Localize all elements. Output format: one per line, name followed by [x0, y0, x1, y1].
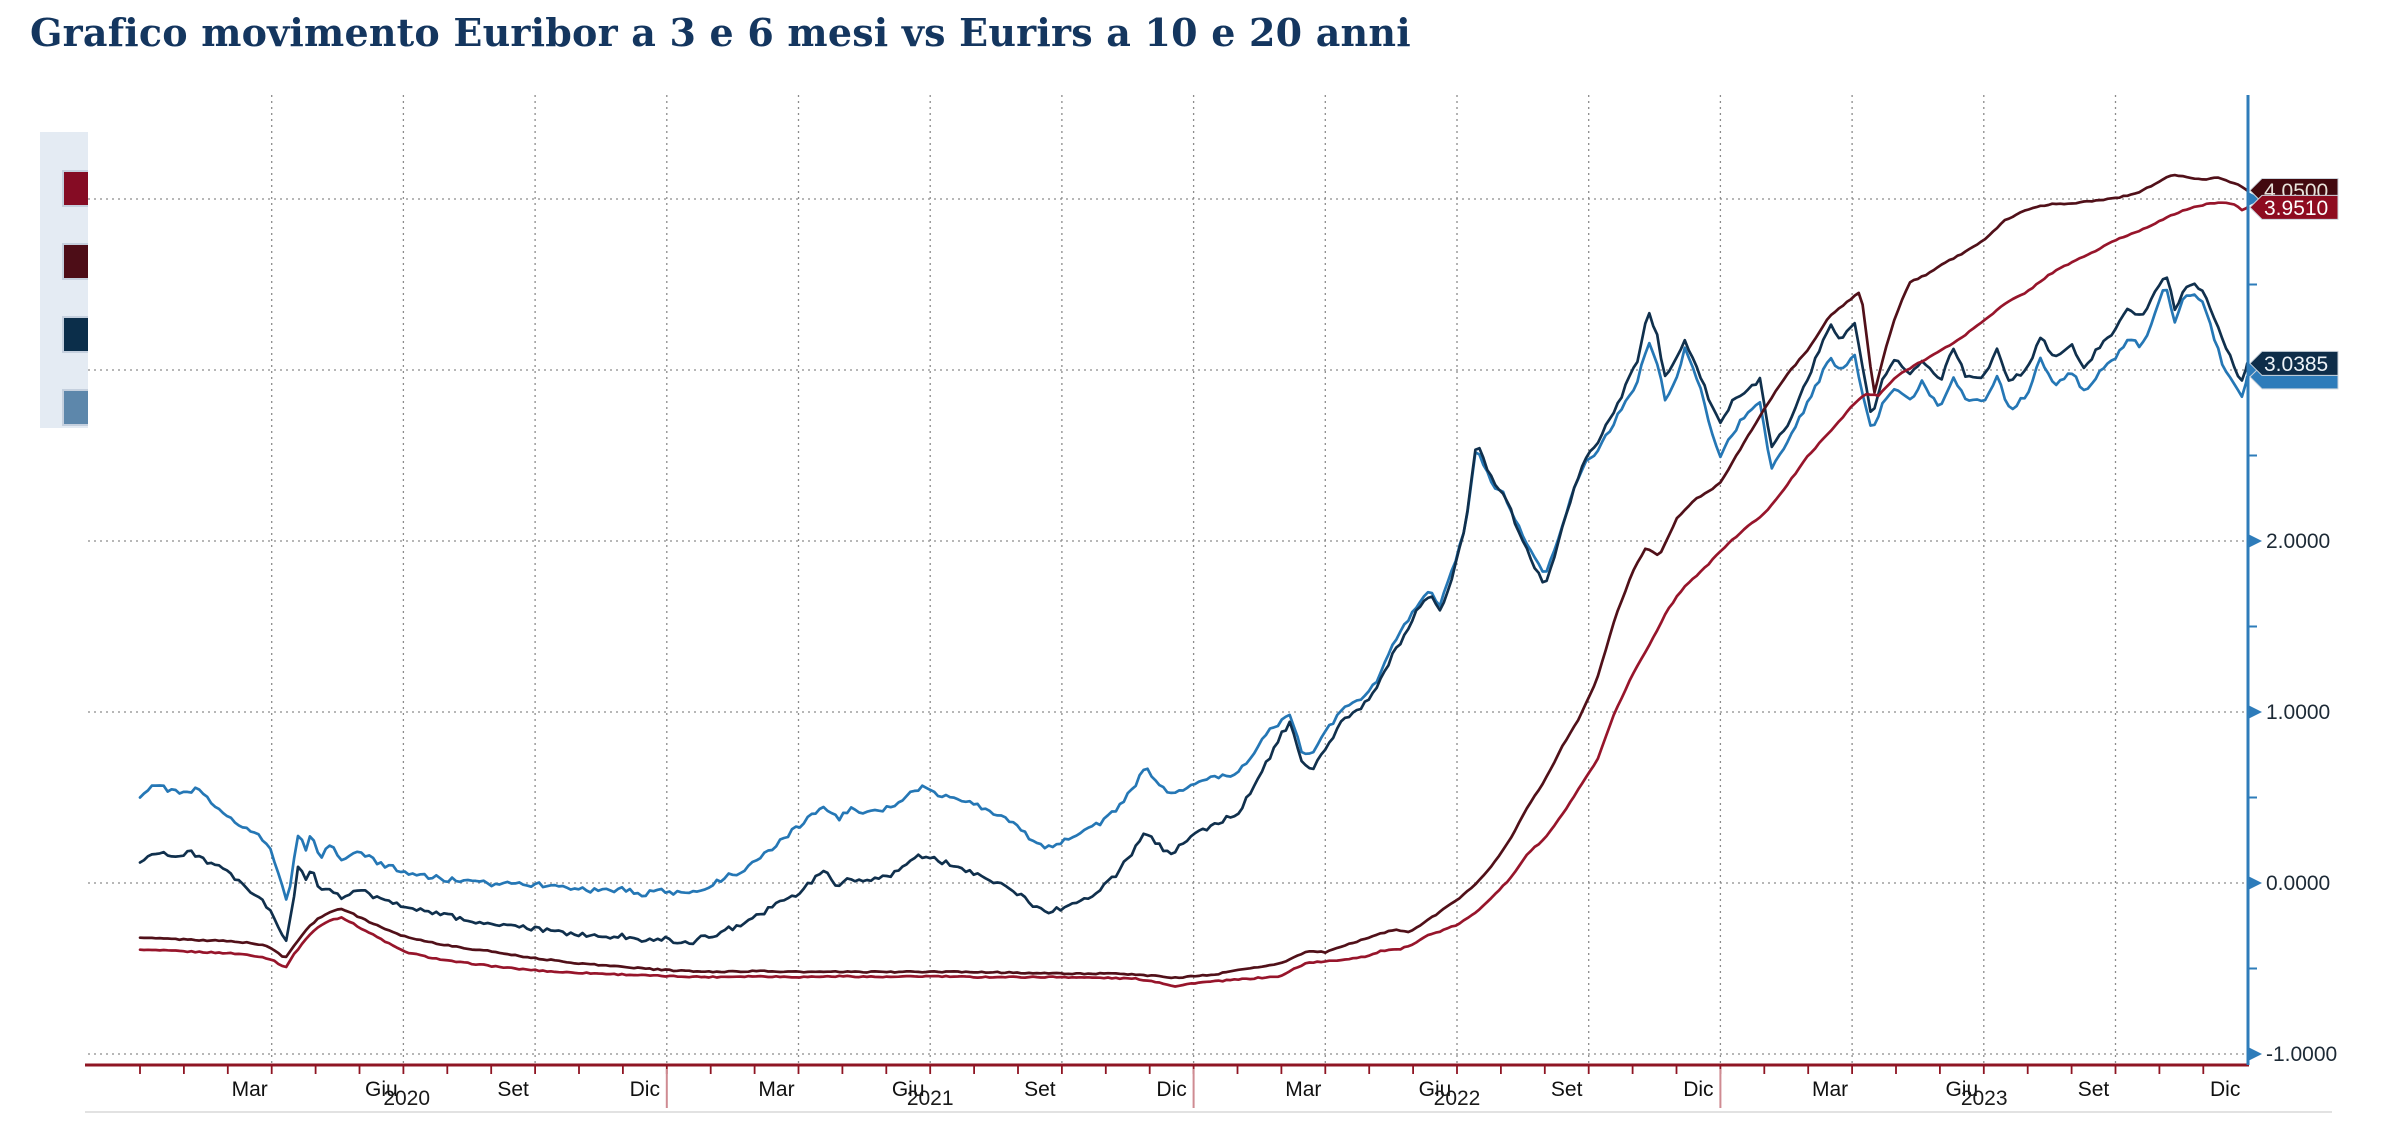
price-tag-eurirs-10-anni — [2249, 350, 2339, 376]
y-axis-arrow-icon — [2248, 705, 2262, 719]
series-line-eurirs-10-anni — [138, 276, 2249, 946]
x-axis-month-label: Dic — [1156, 1078, 1186, 1101]
y-axis-tick-label: 2.0000 — [2266, 530, 2330, 553]
y-axis-arrow-icon — [2248, 192, 2262, 206]
x-axis-month-label: Dic — [630, 1078, 660, 1101]
x-axis-year-label: 2022 — [1434, 1087, 1481, 1110]
x-axis-month-label: Mar — [1285, 1078, 1321, 1101]
y-axis-arrow-icon — [2248, 1047, 2262, 1061]
y-axis-tick-label: 1.0000 — [2266, 701, 2330, 724]
price-tag-euribor-3-mesi — [2249, 194, 2339, 220]
x-axis-month-label: Giu — [892, 1078, 925, 1101]
x-axis-month-label: Mar — [1812, 1078, 1848, 1101]
x-axis-month-label: Dic — [1683, 1078, 1713, 1101]
series-line-euribor-6-mesi — [138, 173, 2249, 980]
x-axis-month-label: Giu — [1419, 1078, 1452, 1101]
y-axis-tick-label: 0.0000 — [2266, 872, 2330, 895]
x-axis-year-label: 2020 — [383, 1087, 430, 1110]
x-axis-month-label: Set — [1024, 1078, 1056, 1101]
x-axis-month-label: Mar — [758, 1078, 794, 1101]
price-tag-value: 3.0385 — [2264, 353, 2328, 376]
x-axis-year-label: 2021 — [907, 1087, 954, 1110]
y-axis-arrow-icon — [2248, 534, 2262, 548]
y-axis-tick-label: -1.0000 — [2266, 1043, 2337, 1066]
x-axis-year-label: 2023 — [1961, 1087, 2008, 1110]
x-axis-month-label: Set — [1551, 1078, 1583, 1101]
series-line-euribor-3-mesi — [138, 201, 2249, 988]
x-axis-month-label: Set — [2078, 1078, 2110, 1101]
series-line-eurirs-20-anni — [138, 288, 2249, 901]
price-tag-value: 3.9510 — [2264, 197, 2328, 220]
x-axis-month-label: Set — [497, 1078, 529, 1101]
plot-area[interactable] — [88, 95, 2248, 1065]
x-axis-month-label: Mar — [232, 1078, 268, 1101]
page-title: Grafico movimento Euribor a 3 e 6 mesi v… — [30, 10, 1411, 55]
x-axis-month-label: Dic — [2210, 1078, 2240, 1101]
x-axis-month-label: Giu — [1945, 1078, 1978, 1101]
y-axis-arrow-icon — [2248, 876, 2262, 890]
x-axis-month-label: Giu — [365, 1078, 398, 1101]
y-axis-arrow-icon — [2248, 363, 2262, 377]
